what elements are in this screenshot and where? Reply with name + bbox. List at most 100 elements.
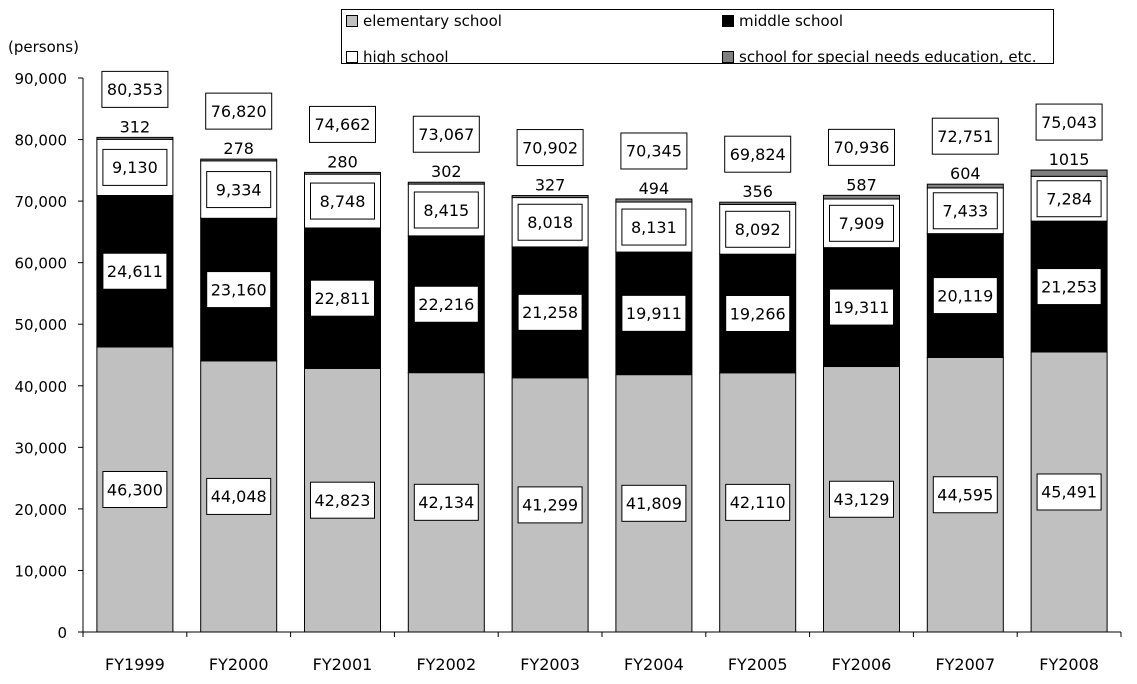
- total-value-label: 69,824: [730, 145, 786, 164]
- segment-value-label: 8,748: [320, 192, 366, 211]
- total-value-label: 70,345: [626, 142, 682, 161]
- legend-label-elementary: elementary school: [363, 12, 502, 30]
- segment-value-label: 8,018: [527, 213, 573, 232]
- x-tick-label: FY2003: [520, 655, 580, 674]
- segment-value-label-box: [621, 484, 687, 522]
- total-value-label-box: [205, 92, 273, 130]
- legend: elementary school middle school high sch…: [341, 9, 1054, 64]
- segment-value-label-box: [413, 285, 479, 323]
- segment-value-label: 44,048: [211, 487, 267, 506]
- segment-value-label: 22,216: [418, 295, 474, 314]
- bar-segment: [407, 181, 485, 185]
- y-tick-label: 80,000: [15, 132, 68, 150]
- bar-segment: [200, 158, 278, 162]
- segment-value-label: 46,300: [107, 480, 163, 499]
- segment-value-label: 23,160: [211, 280, 267, 299]
- segment-value-label: 278: [223, 139, 254, 158]
- legend-item-middle: middle school: [722, 12, 843, 30]
- segment-value-label: 42,823: [315, 491, 371, 510]
- x-tick-label: FY2007: [935, 655, 995, 674]
- segment-value-label-box: [102, 148, 168, 186]
- total-value-label-box: [620, 132, 688, 170]
- segment-value-label-box: [310, 182, 375, 220]
- y-tick-label: 0: [57, 624, 67, 642]
- legend-swatch-special-needs: [722, 51, 734, 63]
- segment-value-label: 1015: [1049, 150, 1090, 169]
- segment-value-label-box: [310, 279, 375, 317]
- y-tick-label: 30,000: [15, 439, 68, 457]
- segment-value-label: 44,595: [937, 486, 993, 505]
- segment-value-label-box: [829, 204, 894, 242]
- total-value-label: 72,751: [937, 127, 993, 146]
- total-value-label: 80,353: [107, 80, 163, 99]
- segment-value-label-box: [1036, 473, 1102, 511]
- segment-value-label: 19,911: [626, 304, 682, 323]
- segment-value-label-box: [829, 288, 894, 326]
- y-tick-label: 70,000: [15, 193, 68, 211]
- total-value-label: 76,820: [211, 102, 267, 121]
- segment-value-label-box: [102, 252, 168, 290]
- bar-segment: [719, 201, 797, 205]
- segment-value-label-box: [413, 191, 479, 229]
- y-tick-label: 90,000: [15, 70, 68, 88]
- segment-value-label: 24,611: [107, 262, 163, 281]
- segment-value-label-box: [310, 481, 375, 519]
- y-tick-label: 10,000: [15, 562, 68, 580]
- segment-value-label-box: [517, 293, 583, 331]
- total-value-label-box: [516, 129, 584, 167]
- segment-value-label: 8,131: [631, 218, 677, 237]
- segment-value-label-box: [725, 294, 791, 332]
- segment-value-label: 42,134: [418, 493, 474, 512]
- segment-value-label-box: [1036, 268, 1102, 306]
- bar-segment: [511, 195, 589, 199]
- segment-value-label-box: [621, 208, 687, 246]
- bar-segment: [926, 183, 1004, 189]
- segment-value-label-box: [932, 192, 998, 230]
- segment-value-label-box: [413, 483, 479, 521]
- segment-value-label: 42,110: [730, 493, 786, 512]
- segment-value-label: 494: [639, 179, 670, 198]
- segment-value-label-box: [206, 271, 272, 309]
- bar-segment: [823, 194, 900, 200]
- x-tick-label: FY2004: [624, 655, 684, 674]
- segment-value-label: 9,130: [112, 158, 158, 177]
- total-value-label: 70,936: [834, 138, 890, 157]
- total-value-label: 74,662: [315, 115, 371, 134]
- legend-swatch-middle: [722, 15, 734, 27]
- x-tick-label: FY2000: [209, 655, 269, 674]
- bar-segment: [96, 136, 174, 140]
- legend-swatch-elementary: [346, 15, 358, 27]
- x-tick-label: FY2006: [832, 655, 892, 674]
- segment-value-label-box: [206, 171, 272, 209]
- segment-value-label: 45,491: [1041, 483, 1097, 502]
- segment-value-label: 8,092: [735, 220, 781, 239]
- y-unit-label: (persons): [8, 38, 79, 56]
- y-tick-label: 60,000: [15, 255, 68, 273]
- segment-value-label: 7,433: [942, 202, 988, 221]
- x-tick-label: FY2008: [1039, 655, 1099, 674]
- total-value-label-box: [1035, 103, 1103, 141]
- y-tick-label: 20,000: [15, 501, 68, 519]
- x-tick-label: FY2001: [313, 655, 373, 674]
- segment-value-label: 41,299: [522, 496, 578, 515]
- total-value-label-box: [412, 115, 480, 153]
- x-tick-label: FY2002: [416, 655, 476, 674]
- segment-value-label-box: [932, 476, 998, 514]
- segment-value-label: 41,809: [626, 494, 682, 513]
- segment-value-label-box: [829, 480, 894, 518]
- legend-label-special-needs: school for special needs education, etc.: [739, 48, 1037, 64]
- segment-value-label: 7,909: [839, 214, 885, 233]
- segment-value-label: 9,334: [216, 180, 262, 199]
- segment-value-label: 302: [431, 162, 462, 181]
- segment-value-label: 604: [950, 164, 981, 183]
- bar-segment: [615, 198, 693, 203]
- segment-value-label-box: [102, 470, 168, 508]
- segment-value-label-box: [725, 210, 791, 248]
- x-tick-label: FY1999: [105, 655, 165, 674]
- segment-value-label: 7,284: [1046, 189, 1092, 208]
- segment-value-label: 19,266: [730, 304, 786, 323]
- segment-value-label: 356: [742, 182, 773, 201]
- segment-value-label-box: [517, 203, 583, 241]
- segment-value-label-box: [206, 477, 272, 515]
- legend-label-high: high school: [363, 48, 449, 64]
